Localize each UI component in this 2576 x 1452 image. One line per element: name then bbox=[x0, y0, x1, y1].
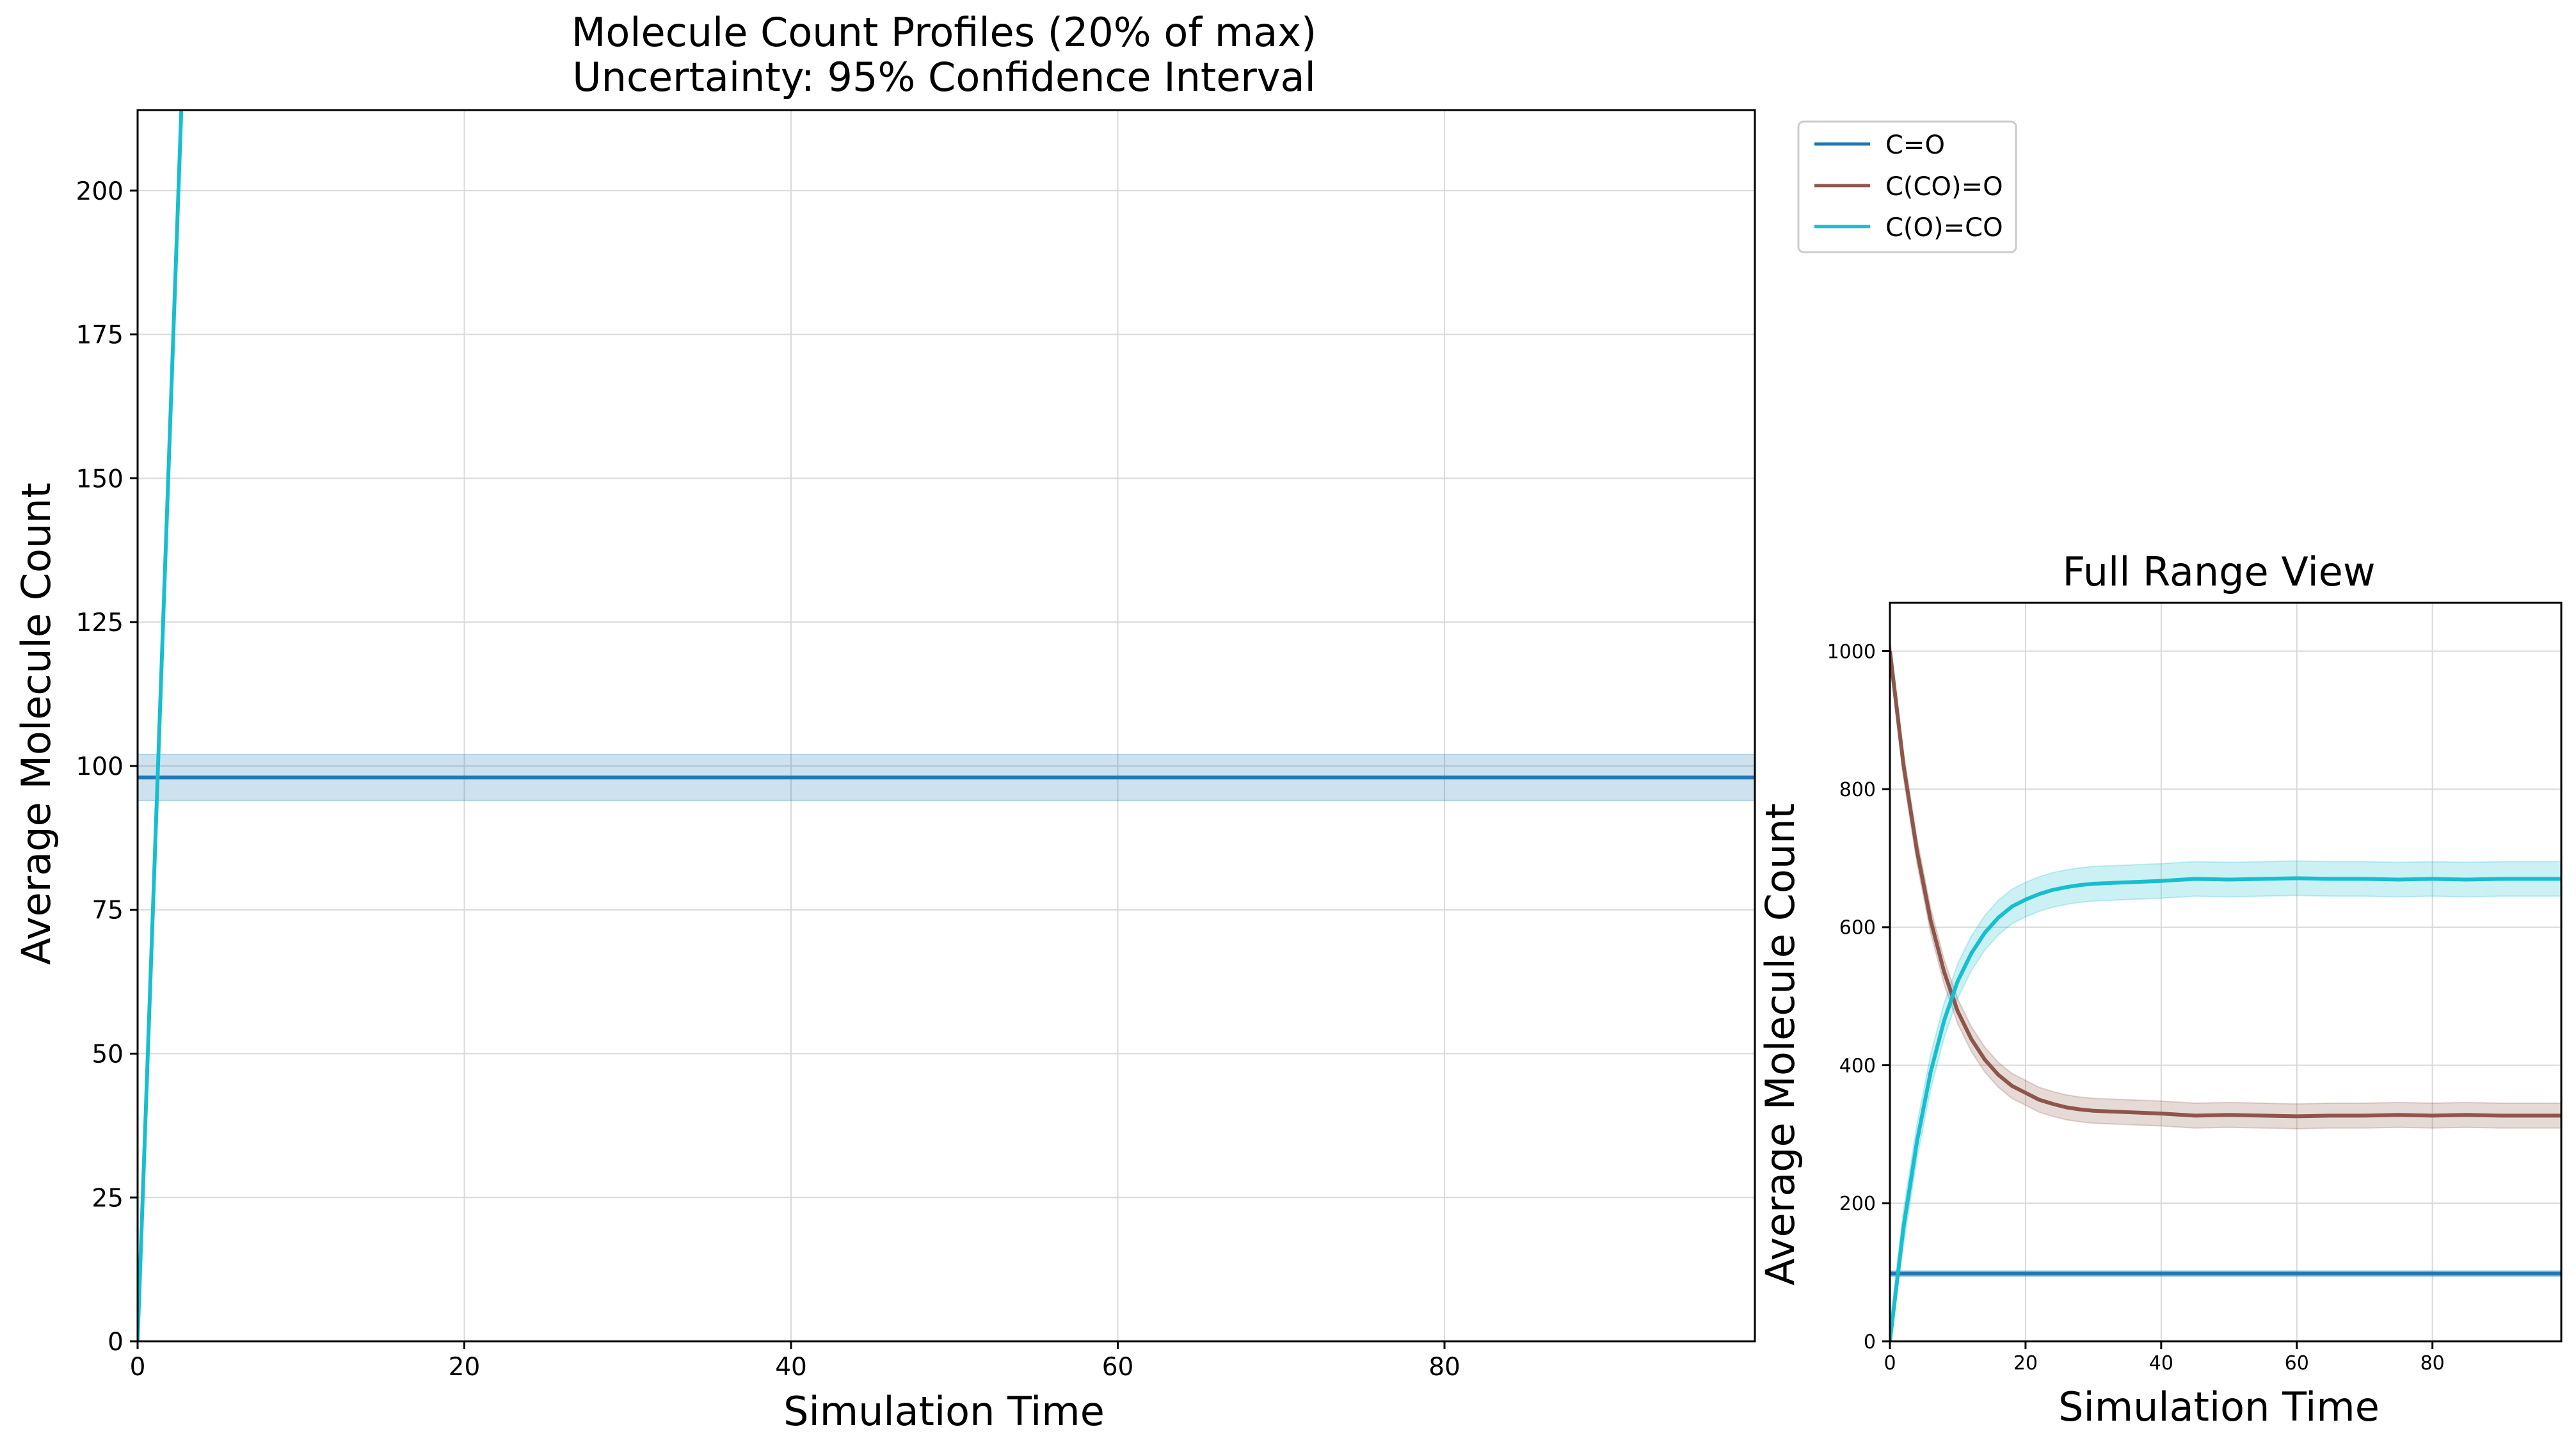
main-ticks: 0 20 40 60 80 0 25 50 75 100 125 150 175 200 bbox=[76, 177, 1460, 1382]
inset-band-c-o-co bbox=[1890, 860, 2561, 1341]
inset-y-tick-label: 0 bbox=[1864, 1331, 1876, 1353]
inset-band-c-co-o bbox=[1890, 638, 2561, 1129]
main-y-tick-label: 125 bbox=[76, 609, 124, 637]
main-x-axis-label: Simulation Time bbox=[783, 1388, 1105, 1435]
inset-series-lines bbox=[1890, 651, 2561, 1341]
legend-label-c-co-o: C(CO)=O bbox=[1885, 172, 2003, 202]
inset-x-tick-label: 0 bbox=[1884, 1352, 1896, 1375]
inset-grid bbox=[1889, 603, 2561, 1342]
main-x-tick-label: 60 bbox=[1102, 1353, 1134, 1382]
inset-x-tick-label: 20 bbox=[2013, 1352, 2038, 1375]
main-x-tick-label: 80 bbox=[1428, 1353, 1460, 1382]
main-y-tick-label: 75 bbox=[92, 897, 124, 925]
legend-box bbox=[1797, 120, 2017, 253]
main-chart: 0 20 40 60 80 0 25 50 75 100 125 150 175 200 Molecule… bbox=[13, 9, 1756, 1435]
inset-y-axis-label: Average Molecule Count bbox=[1757, 803, 1804, 1286]
inset-line-c-co-o bbox=[1890, 651, 2561, 1119]
main-y-tick-label: 50 bbox=[92, 1041, 124, 1069]
main-y-tick-label: 200 bbox=[76, 177, 124, 206]
main-y-tick-label: 150 bbox=[76, 465, 124, 493]
main-title-line2: Uncertainty: 95% Confidence Interval bbox=[572, 54, 1316, 100]
inset-x-tick-label: 40 bbox=[2149, 1352, 2173, 1375]
main-y-tick-label: 100 bbox=[76, 753, 124, 781]
main-line-c-o-co bbox=[138, 110, 184, 1341]
main-y-tick-label: 175 bbox=[76, 321, 124, 350]
main-x-tick-label: 20 bbox=[449, 1353, 481, 1382]
main-y-tick-label: 0 bbox=[108, 1328, 124, 1357]
inset-y-tick-label: 200 bbox=[1839, 1193, 1876, 1215]
inset-title: Full Range View bbox=[2062, 548, 2375, 595]
main-plot-frame bbox=[136, 109, 1756, 1343]
legend-label-c-o: C=O bbox=[1885, 131, 1945, 160]
main-series-lines bbox=[138, 110, 1755, 1341]
inset-y-tick-label: 400 bbox=[1839, 1055, 1876, 1077]
inset-plot-frame bbox=[1889, 602, 2563, 1343]
main-y-axis-label: Average Molecule Count bbox=[13, 483, 60, 965]
main-x-tick-label: 40 bbox=[775, 1353, 807, 1382]
inset-confidence-bands bbox=[1890, 638, 2561, 1341]
main-y-tick-label: 25 bbox=[92, 1184, 124, 1213]
legend-label-c-o-co: C(O)=CO bbox=[1885, 213, 2003, 243]
inset-y-tick-label: 600 bbox=[1839, 917, 1876, 939]
inset-x-tick-label: 60 bbox=[2285, 1352, 2309, 1375]
main-title-line1: Molecule Count Profiles (20% of max) bbox=[572, 9, 1316, 56]
main-grid bbox=[137, 110, 1755, 1342]
inset-x-axis-label: Simulation Time bbox=[2058, 1384, 2380, 1430]
legend: C=O C(CO)=O C(O)=CO bbox=[1797, 120, 2017, 253]
inset-y-tick-label: 800 bbox=[1839, 779, 1876, 801]
inset-x-tick-label: 80 bbox=[2420, 1352, 2445, 1375]
main-x-tick-label: 0 bbox=[130, 1353, 146, 1382]
inset-y-tick-label: 1000 bbox=[1827, 641, 1876, 663]
inset-line-c-o-co bbox=[1890, 876, 2561, 1341]
